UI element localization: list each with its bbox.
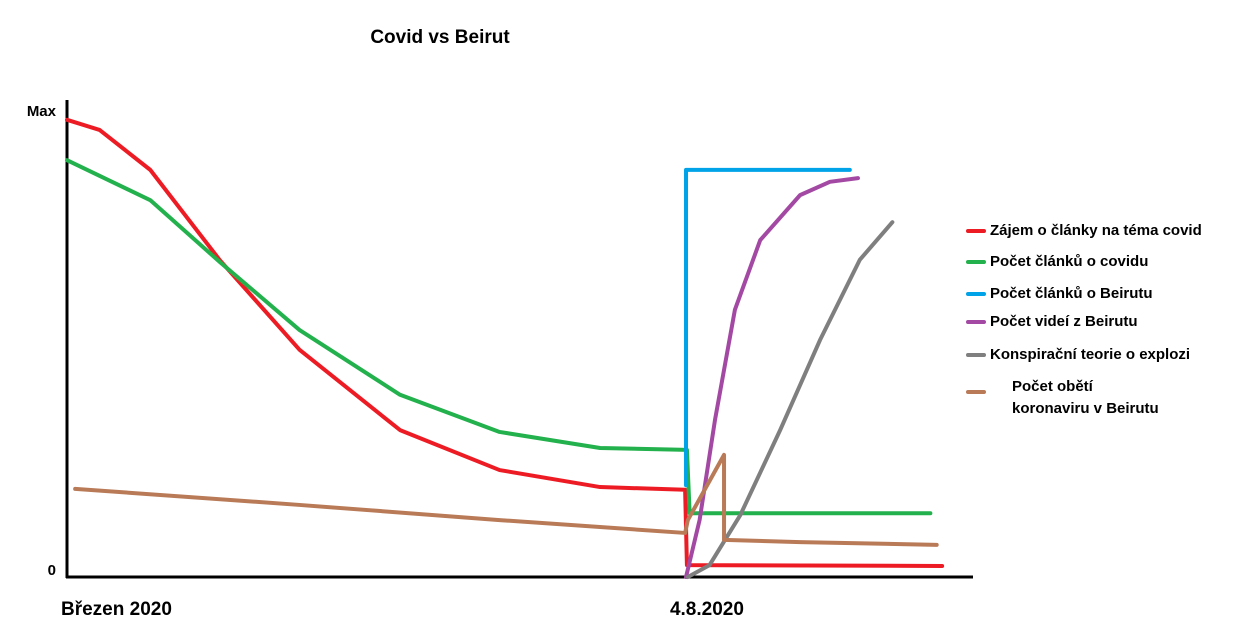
x-tick-label: 4.8.2020 <box>670 599 744 620</box>
legend-label: Počet článků o Beirutu <box>990 285 1153 302</box>
series-line <box>684 176 860 579</box>
chart-title: Covid vs Beirut <box>370 27 510 48</box>
x-tick-label: Březen 2020 <box>61 599 172 620</box>
series-line <box>65 117 945 568</box>
legend-label: Počet videí z Beirutu <box>990 313 1138 330</box>
series-line <box>65 158 933 516</box>
y-tick-label: Max <box>27 103 57 120</box>
legend-label: Počet obětí koronaviru v Beirutu <box>1012 378 1159 417</box>
legend-label: Konspirační teorie o explozi <box>990 346 1191 363</box>
series-line <box>73 452 939 547</box>
series-line <box>684 167 852 488</box>
legend-label: Počet článků o covidu <box>990 253 1149 270</box>
y-tick-label: 0 <box>48 562 56 579</box>
legend-label: Zájem o články na téma covid <box>990 222 1202 239</box>
series-line <box>685 220 895 579</box>
